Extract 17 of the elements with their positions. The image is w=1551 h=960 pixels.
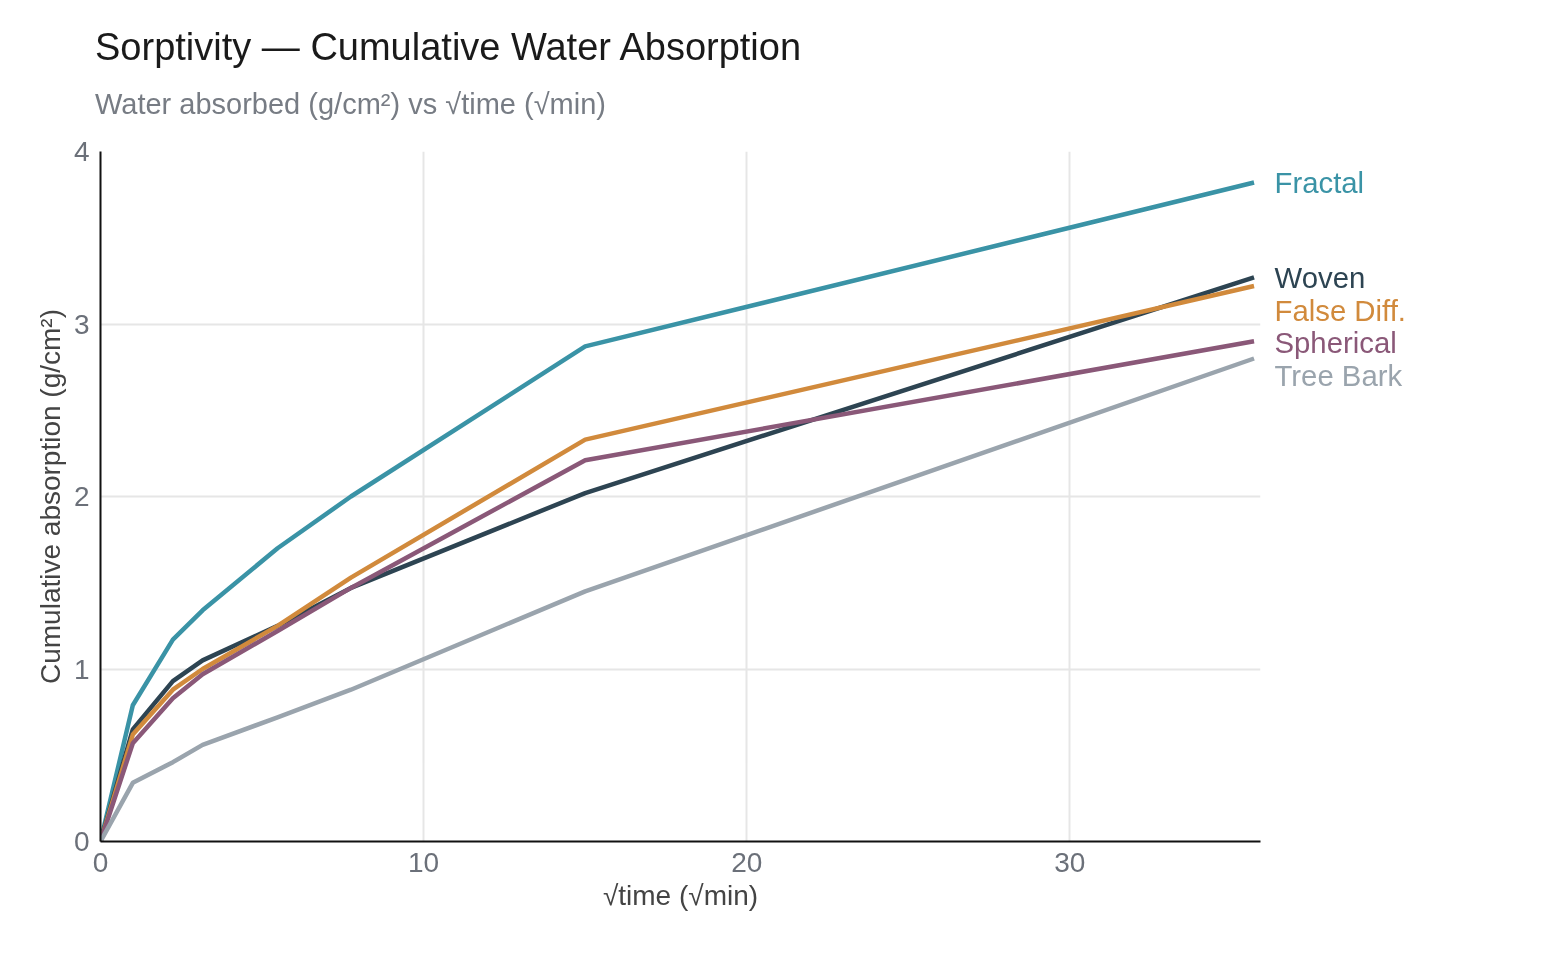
series-label: Tree Bark	[1274, 358, 1403, 392]
chart-subtitle: Water absorbed (g/cm²) vs √time (√min)	[95, 87, 606, 123]
series-label: Spherical	[1274, 326, 1397, 360]
y-tick-label: 3	[73, 308, 90, 340]
chart-title: Sorptivity — Cumulative Water Absorption	[95, 25, 802, 70]
y-tick-label: 0	[73, 825, 90, 857]
y-tick-label: 1	[73, 653, 90, 685]
y-axis-title: Cumulative absorption (g/cm²)	[34, 308, 66, 684]
series-label: Woven	[1274, 260, 1366, 294]
x-tick-label: 10	[408, 846, 440, 878]
y-tick-label: 4	[73, 135, 90, 167]
x-axis-title: √time (√min)	[602, 879, 759, 911]
x-tick-label: 30	[1054, 846, 1086, 878]
series-label: False Diff.	[1274, 293, 1406, 327]
x-tick-label: 20	[731, 846, 763, 878]
y-tick-label: 2	[73, 480, 90, 512]
series-label: Fractal	[1274, 165, 1365, 199]
